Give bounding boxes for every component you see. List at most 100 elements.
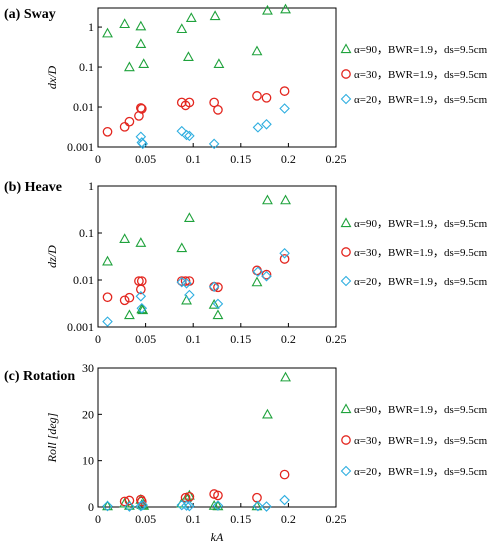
data-point — [124, 116, 135, 127]
data-point — [208, 298, 220, 309]
data-point — [208, 281, 220, 292]
legend-marker — [341, 435, 351, 445]
x-axis-label: kA — [211, 530, 224, 544]
plot-frame — [97, 185, 337, 328]
y-tick-label: 20 — [82, 407, 94, 421]
data-point — [279, 86, 290, 96]
data-point — [176, 125, 188, 137]
data-point — [102, 126, 113, 137]
legend-marker — [340, 403, 352, 414]
series-triangle — [102, 371, 291, 511]
legend-entry: α=20，BWR=1.9，ds=9.5cm — [354, 466, 488, 478]
series-diamond — [102, 494, 290, 512]
y-tick-label: 0.001 — [67, 320, 94, 334]
legend-entry: α=90，BWR=1.9，ds=9.5cm — [354, 44, 488, 56]
y-tick-label: 0.01 — [73, 100, 94, 114]
data-point — [212, 309, 224, 320]
legend-entry: α=90，BWR=1.9，ds=9.5cm — [354, 218, 488, 230]
legend-entry: α=20，BWR=1.9，ds=9.5cm — [354, 276, 488, 288]
legend-marker — [341, 69, 351, 79]
data-point — [252, 91, 262, 101]
y-tick-label: 1 — [88, 20, 94, 34]
data-point — [213, 282, 223, 293]
legend-marker — [340, 217, 352, 228]
data-point — [279, 469, 290, 480]
legend-entry: α=90，BWR=1.9，ds=9.5cm — [354, 404, 488, 416]
data-point — [279, 248, 290, 259]
data-point — [138, 58, 150, 69]
data-point — [102, 27, 113, 38]
y-tick-label: 0 — [88, 500, 94, 514]
data-point — [136, 303, 148, 314]
data-point — [261, 92, 272, 103]
legend-entry: α=20，BWR=1.9，ds=9.5cm — [354, 94, 488, 106]
panel-title: (b) Heave — [4, 180, 62, 195]
legend-marker — [340, 275, 352, 287]
data-point — [135, 500, 147, 512]
data-point — [124, 292, 135, 303]
data-point — [184, 130, 195, 142]
y-tick-label: 1 — [88, 179, 94, 193]
x-tick-label: 0.05 — [135, 332, 156, 346]
data-point — [212, 500, 224, 511]
data-point — [181, 294, 192, 305]
x-tick-label: 0.2 — [281, 512, 296, 526]
data-point — [102, 500, 113, 511]
data-point — [119, 295, 130, 306]
legend-entry: α=30，BWR=1.9，ds=9.5cm — [354, 435, 488, 447]
data-point — [184, 97, 195, 108]
data-point — [251, 276, 263, 287]
data-point — [252, 500, 264, 512]
data-point — [135, 237, 147, 247]
data-point — [280, 371, 291, 382]
data-point — [280, 194, 291, 205]
data-point — [135, 20, 147, 31]
x-tick-label: 0.15 — [230, 512, 251, 526]
data-point — [102, 292, 113, 303]
x-tick-label: 0.05 — [135, 152, 156, 166]
y-tick-label: 30 — [82, 361, 94, 375]
data-point — [252, 266, 264, 278]
data-point — [261, 501, 272, 512]
data-point — [136, 104, 147, 114]
data-point — [119, 18, 131, 29]
x-tick-label: 0 — [95, 152, 101, 166]
data-point — [123, 309, 135, 320]
x-tick-label: 0.15 — [230, 152, 251, 166]
x-tick-label: 0 — [95, 512, 101, 526]
data-point — [213, 58, 225, 69]
series-diamond — [135, 103, 290, 150]
data-point — [209, 10, 221, 21]
data-point — [262, 408, 273, 419]
panel-title: (a) Sway — [4, 7, 56, 22]
y-tick-label: 10 — [82, 454, 94, 468]
x-tick-label: 0.05 — [135, 512, 156, 526]
legend-marker — [341, 247, 351, 257]
data-point — [279, 494, 290, 506]
data-point — [135, 103, 146, 113]
data-point — [213, 104, 223, 115]
data-point — [135, 291, 147, 302]
data-point — [124, 495, 135, 506]
data-point — [119, 233, 131, 244]
data-point — [119, 496, 130, 507]
data-point — [212, 298, 224, 310]
y-tick-label: 0.01 — [73, 273, 94, 287]
y-tick-label: 0.1 — [79, 226, 94, 240]
data-point — [180, 276, 191, 286]
plot-frame — [97, 7, 337, 148]
data-point — [261, 119, 272, 130]
panel-title: (c) Rotation — [4, 369, 75, 384]
x-tick-label: 0 — [95, 332, 101, 346]
data-point — [181, 129, 192, 141]
x-tick-label: 0.15 — [230, 332, 251, 346]
data-point — [208, 138, 220, 150]
data-point — [209, 97, 219, 108]
x-tick-label: 0.25 — [326, 332, 347, 346]
x-tick-label: 0.25 — [326, 512, 347, 526]
legend-marker — [340, 465, 352, 477]
data-point — [102, 316, 113, 327]
data-point — [176, 23, 188, 34]
data-point — [176, 276, 187, 286]
